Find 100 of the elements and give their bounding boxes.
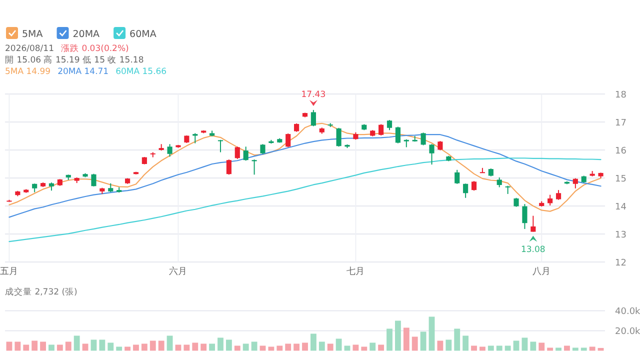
y-tick-label: 14 xyxy=(615,202,627,212)
bar xyxy=(108,342,114,351)
bar xyxy=(200,344,207,351)
bar xyxy=(166,336,173,351)
bar xyxy=(294,344,300,351)
bar xyxy=(150,340,156,351)
bar xyxy=(530,342,536,351)
candlestick xyxy=(556,190,562,200)
legend-label: 20MA xyxy=(72,29,100,40)
bar xyxy=(158,340,164,351)
bar xyxy=(74,336,80,351)
text: 5MA 14.99 xyxy=(5,67,51,77)
y-tick-label: 18 xyxy=(615,90,627,100)
bar xyxy=(580,348,587,351)
x-tick-label: 五月 xyxy=(0,267,18,277)
y-tick-label: 17 xyxy=(615,118,626,128)
bar xyxy=(572,348,578,351)
candlestick xyxy=(463,183,468,198)
bar xyxy=(133,344,139,351)
bar xyxy=(116,346,122,351)
bar xyxy=(395,320,401,351)
candlestick xyxy=(218,139,224,153)
bar xyxy=(6,342,12,351)
y-tick-label: 16 xyxy=(615,146,627,156)
candlestick xyxy=(260,144,266,154)
bar xyxy=(336,338,342,351)
bar xyxy=(65,342,72,351)
y-tick-label: 40.0k xyxy=(615,307,640,318)
legend-label: 60MA xyxy=(130,29,157,40)
bar xyxy=(352,344,359,351)
x-tick-label: 八月 xyxy=(532,266,551,277)
bar xyxy=(564,346,570,351)
bar xyxy=(48,344,54,351)
bar xyxy=(538,342,545,351)
candlestick xyxy=(336,127,342,148)
candlestick xyxy=(548,194,553,206)
bar xyxy=(522,338,528,351)
candlestick xyxy=(310,109,316,127)
bar xyxy=(344,346,350,351)
bar xyxy=(56,344,63,351)
bar xyxy=(268,346,274,351)
text: 60MA 15.66 xyxy=(116,67,167,77)
candlestick xyxy=(234,146,240,160)
bar xyxy=(141,344,148,351)
candlestick xyxy=(522,204,528,230)
candlestick xyxy=(530,215,536,232)
candlestick xyxy=(420,132,426,146)
y-tick-label: 20.0k xyxy=(615,327,640,338)
bar xyxy=(260,346,266,351)
bar xyxy=(471,346,477,351)
y-tick-label: 15 xyxy=(615,174,626,184)
bar xyxy=(462,336,469,351)
candlestick xyxy=(496,176,502,188)
bar xyxy=(480,346,486,351)
bar xyxy=(504,346,511,351)
annotation: 17.43 xyxy=(301,90,326,100)
bar xyxy=(242,344,249,351)
bar xyxy=(370,342,376,351)
candlestick xyxy=(150,152,156,158)
candlestick xyxy=(286,132,291,148)
bar xyxy=(556,348,562,351)
line-series xyxy=(8,134,602,218)
bar xyxy=(23,344,30,351)
bar xyxy=(276,346,283,351)
annotation: 13.08 xyxy=(520,244,546,255)
bar xyxy=(318,342,325,351)
bar xyxy=(32,340,38,351)
candlestick xyxy=(167,144,172,158)
candlestick xyxy=(243,146,248,162)
y-tick-label: 13 xyxy=(615,230,626,240)
bar xyxy=(428,316,435,351)
bar xyxy=(251,342,258,351)
candlestick xyxy=(429,144,434,166)
bar xyxy=(226,340,232,351)
bar xyxy=(302,342,308,351)
candlestick xyxy=(378,124,384,136)
bar xyxy=(209,344,215,351)
text: 漲跌 0.03(0.2%) xyxy=(61,43,129,54)
bar xyxy=(90,340,97,351)
bar xyxy=(124,346,130,351)
bar xyxy=(403,328,410,351)
bar xyxy=(361,346,368,351)
text: 2026/08/11 xyxy=(5,44,54,54)
bar xyxy=(218,338,224,351)
bar xyxy=(184,344,190,351)
bar xyxy=(234,346,240,351)
candlestick xyxy=(386,120,392,131)
bar xyxy=(40,342,46,351)
bar xyxy=(285,344,292,351)
candlestick xyxy=(471,180,477,192)
bar xyxy=(192,342,198,351)
bar xyxy=(589,346,596,351)
y-tick-label: 12 xyxy=(615,258,626,268)
chart-title: 成交量 2,732 (張) xyxy=(5,286,78,298)
bar xyxy=(175,344,182,351)
bar xyxy=(386,328,392,351)
candlestick xyxy=(226,159,232,176)
bar xyxy=(454,328,460,351)
bar xyxy=(420,332,426,351)
legend-label: 5MA xyxy=(22,29,44,40)
